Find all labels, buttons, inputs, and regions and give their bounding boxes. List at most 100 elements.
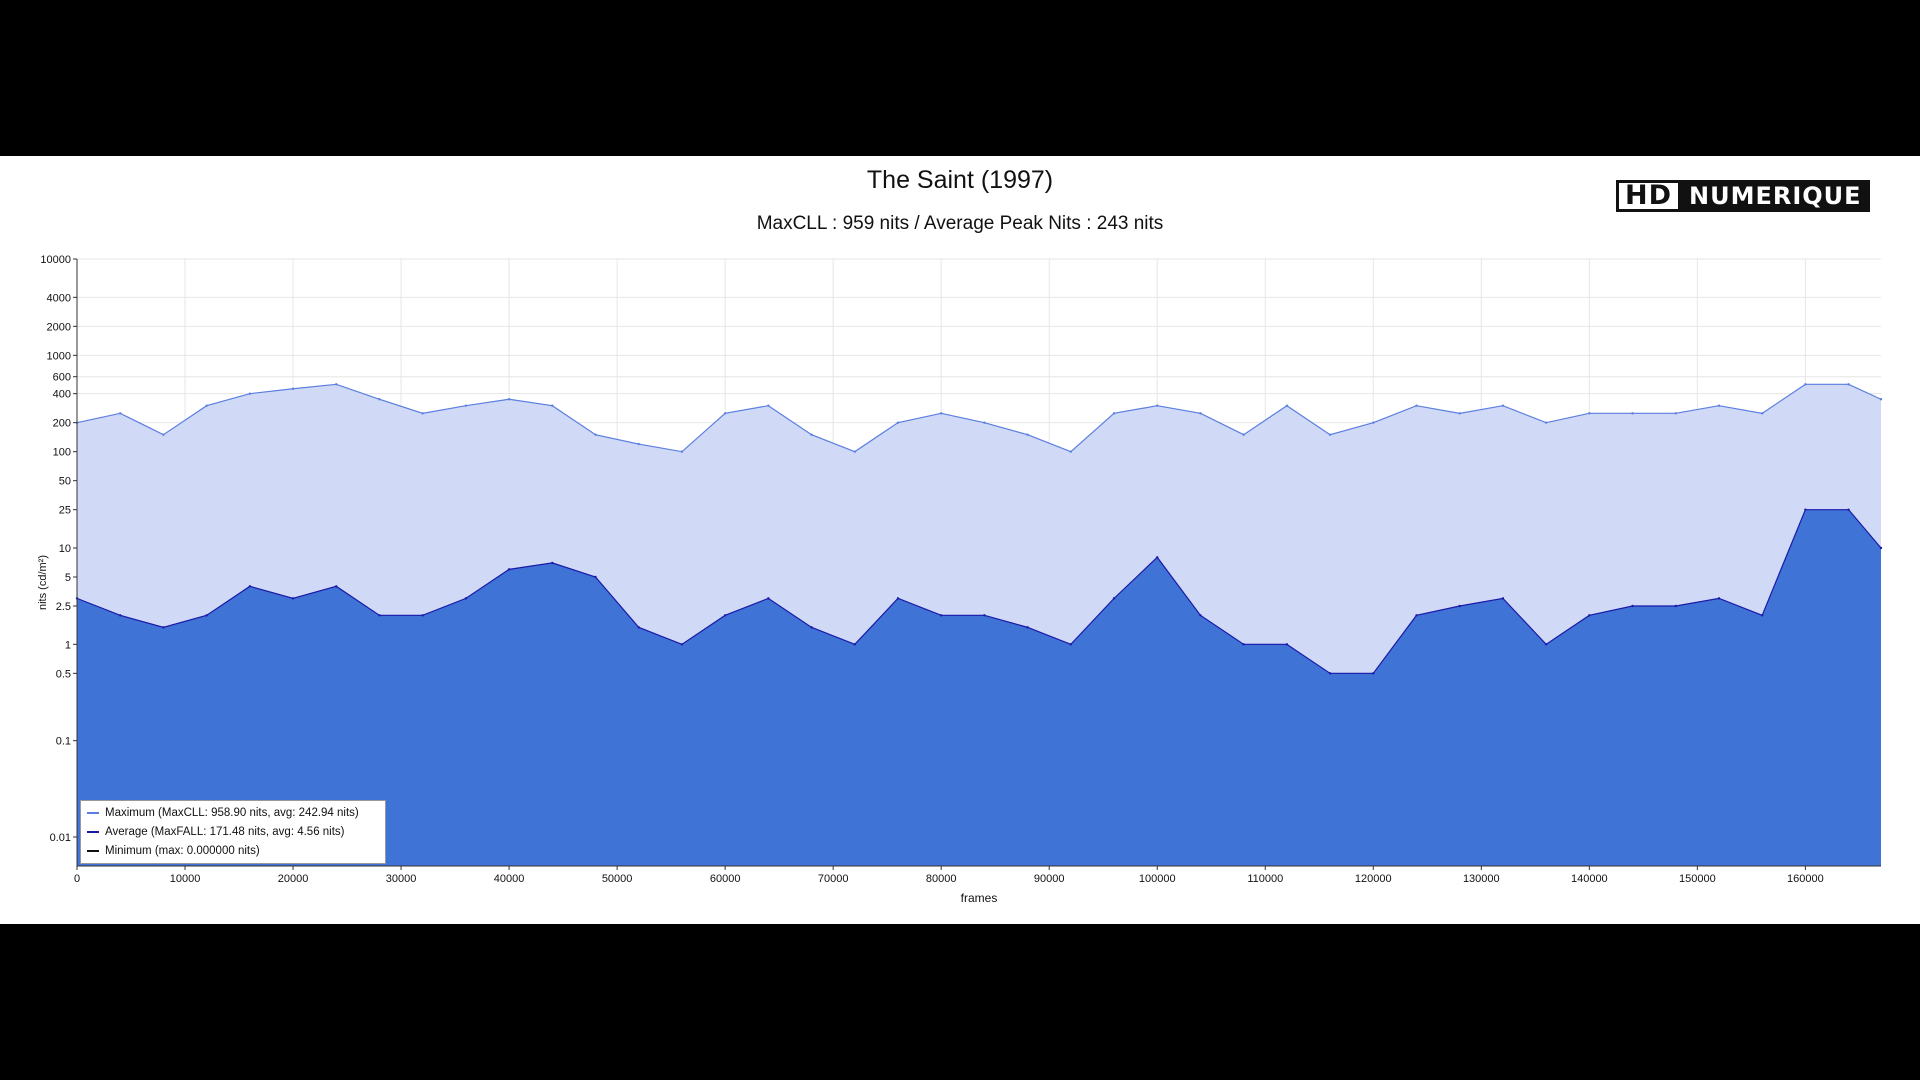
x-axis-label: frames bbox=[961, 891, 998, 905]
series-0-point-20 bbox=[939, 412, 943, 415]
y-tick-label-13: 1000 bbox=[47, 350, 71, 362]
y-tick-label-15: 4000 bbox=[47, 292, 71, 304]
series-0-point-36 bbox=[1631, 412, 1634, 415]
y-tick-label-6: 10 bbox=[59, 543, 71, 555]
series-area-1 bbox=[77, 509, 1881, 866]
y-tick-label-2: 0.5 bbox=[56, 668, 71, 680]
series-1-point-9 bbox=[464, 597, 468, 600]
legend-swatch-maximum bbox=[87, 812, 99, 814]
legend-item-minimum: Minimum (max: 0.000000 nits) bbox=[87, 842, 260, 860]
y-tick-label-16: 10000 bbox=[40, 254, 71, 266]
series-1-point-5 bbox=[291, 597, 295, 600]
series-0-point-10 bbox=[507, 398, 511, 401]
series-0-point-3 bbox=[205, 404, 208, 407]
series-0-point-25 bbox=[1156, 404, 1159, 407]
series-0-point-27 bbox=[1242, 433, 1245, 436]
series-1-point-33 bbox=[1501, 597, 1505, 600]
series-1-point-42 bbox=[1879, 546, 1883, 550]
series-0-point-11 bbox=[551, 404, 554, 407]
series-0-point-33 bbox=[1501, 404, 1505, 407]
chart-title: The Saint (1997) bbox=[866, 166, 1054, 194]
series-1-point-25 bbox=[1156, 556, 1159, 559]
series-1-point-30 bbox=[1372, 672, 1375, 675]
series-1-point-35 bbox=[1588, 614, 1591, 617]
y-tick-label-0: 0.01 bbox=[50, 832, 71, 844]
series-0-point-13 bbox=[637, 442, 640, 446]
y-axis-label: nits (cd/m²) bbox=[37, 555, 49, 610]
y-tick-label-3: 1 bbox=[65, 639, 71, 651]
logo-numerique: NUMERIQUE bbox=[1681, 180, 1870, 212]
series-1-point-15 bbox=[723, 614, 727, 617]
series-1-point-4 bbox=[248, 585, 252, 588]
series-1-point-41 bbox=[1847, 508, 1850, 511]
series-0-point-18 bbox=[853, 450, 856, 453]
series-0-point-7 bbox=[378, 398, 381, 401]
series-1-point-2 bbox=[162, 626, 165, 629]
y-tick-label-8: 50 bbox=[59, 476, 71, 488]
x-tick-label-13: 130000 bbox=[1463, 873, 1500, 885]
series-0-point-6 bbox=[335, 383, 338, 386]
series-1-point-37 bbox=[1674, 604, 1677, 608]
legend-label-average: Average (MaxFALL: 171.48 nits, avg: 4.56… bbox=[105, 826, 345, 838]
x-tick-label-14: 140000 bbox=[1571, 873, 1608, 885]
y-axis-ticks: 0.01 0.1 0.5 1 2.5 5 10 25 50 100 200 400 600 1000 200… bbox=[40, 254, 77, 844]
legend-label-minimum: Minimum (max: 0.000000 nits) bbox=[105, 845, 260, 857]
series-1-point-1 bbox=[119, 614, 122, 617]
series-0-point-38 bbox=[1717, 404, 1721, 407]
series-0-point-14 bbox=[680, 450, 684, 453]
series-1-point-23 bbox=[1069, 643, 1073, 646]
series-1-point-13 bbox=[637, 626, 640, 629]
x-tick-label-15: 150000 bbox=[1679, 873, 1716, 885]
x-tick-label-3: 30000 bbox=[386, 873, 417, 885]
series-0-point-24 bbox=[1112, 412, 1116, 415]
series-0-point-34 bbox=[1544, 421, 1548, 424]
x-tick-label-5: 50000 bbox=[602, 873, 633, 885]
series-1-point-22 bbox=[1026, 626, 1029, 629]
series-1-point-20 bbox=[939, 614, 943, 617]
x-tick-label-10: 100000 bbox=[1139, 873, 1176, 885]
series-1-point-39 bbox=[1760, 614, 1764, 617]
series-1-point-38 bbox=[1717, 597, 1721, 600]
series-areas bbox=[75, 383, 1883, 866]
legend: Maximum (MaxCLL: 958.90 nits, avg: 242.9… bbox=[80, 800, 386, 864]
x-axis-ticks: 0 10000 20000 30000 40000 50000 60000 70000 8000… bbox=[74, 866, 1824, 885]
y-tick-label-5: 5 bbox=[65, 572, 71, 584]
series-0-point-4 bbox=[248, 392, 252, 395]
x-tick-label-11: 110000 bbox=[1247, 873, 1283, 885]
series-1-point-7 bbox=[378, 614, 381, 617]
x-tick-label-4: 40000 bbox=[494, 873, 525, 885]
x-tick-label-8: 80000 bbox=[926, 873, 957, 885]
series-0-point-2 bbox=[162, 433, 165, 436]
series-0-point-32 bbox=[1458, 412, 1461, 415]
series-0-point-16 bbox=[767, 404, 770, 407]
series-0-point-5 bbox=[291, 387, 295, 390]
legend-item-maximum: Maximum (MaxCLL: 958.90 nits, avg: 242.9… bbox=[87, 804, 359, 822]
x-tick-label-16: 160000 bbox=[1787, 873, 1824, 885]
series-1-point-32 bbox=[1458, 604, 1461, 608]
logo-hd: HD bbox=[1616, 180, 1682, 212]
y-tick-label-14: 2000 bbox=[47, 321, 71, 333]
series-1-point-36 bbox=[1631, 604, 1634, 608]
series-1-point-14 bbox=[680, 643, 684, 646]
series-0-point-17 bbox=[810, 433, 813, 436]
series-0-point-28 bbox=[1285, 404, 1289, 407]
x-tick-label-0: 0 bbox=[74, 873, 80, 885]
series-1-point-26 bbox=[1199, 614, 1202, 617]
series-0-point-37 bbox=[1674, 412, 1677, 415]
y-tick-label-12: 600 bbox=[53, 372, 71, 384]
x-tick-label-9: 90000 bbox=[1034, 873, 1065, 885]
x-tick-label-7: 70000 bbox=[818, 873, 849, 885]
series-1-point-28 bbox=[1285, 643, 1289, 646]
series-0-point-29 bbox=[1328, 433, 1332, 436]
series-1-point-10 bbox=[507, 568, 511, 571]
series-0-point-1 bbox=[119, 412, 122, 415]
x-tick-label-2: 20000 bbox=[278, 873, 309, 885]
legend-swatch-minimum bbox=[87, 850, 99, 852]
series-1-point-19 bbox=[896, 597, 900, 600]
series-1-point-11 bbox=[551, 561, 554, 565]
hd-numerique-logo: HD NUMERIQUE bbox=[1616, 180, 1870, 212]
y-tick-label-11: 400 bbox=[53, 389, 71, 401]
series-1-point-18 bbox=[853, 643, 856, 646]
y-tick-label-7: 25 bbox=[59, 505, 71, 517]
